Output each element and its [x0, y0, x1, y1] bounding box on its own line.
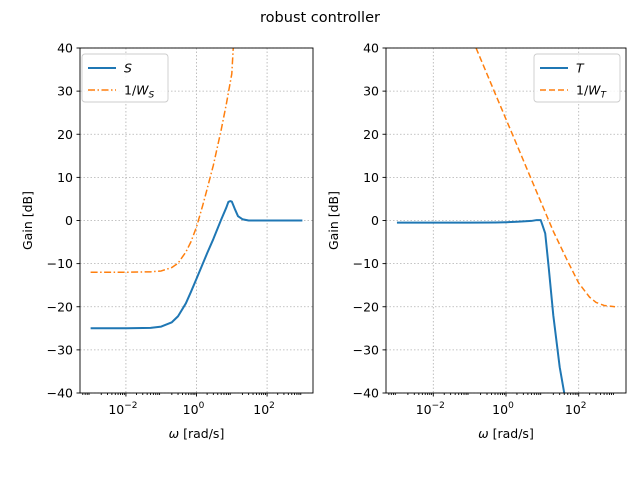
y-tick-label: 30	[57, 84, 73, 99]
legend-label-0: T	[576, 61, 585, 76]
y-axis-label: Gain [dB]	[20, 191, 35, 250]
y-tick-label: 10	[363, 170, 379, 185]
y-tick-label: 20	[363, 127, 379, 142]
y-tick-label: 30	[363, 84, 379, 99]
y-tick-label: −30	[353, 342, 379, 357]
axes-frame	[385, 47, 627, 394]
y-tick-label: 40	[363, 41, 379, 56]
x-tick-label: 102	[565, 401, 587, 417]
series-line-1	[475, 48, 616, 308]
legend: T 1/WT	[533, 53, 621, 103]
axes-frame	[79, 47, 314, 394]
y-tick-label: −20	[353, 299, 379, 314]
y-tick-label: 40	[57, 41, 73, 56]
legend-label-0: S	[124, 61, 132, 76]
y-axis-label: Gain [dB]	[326, 191, 341, 250]
x-tick-label: 102	[253, 401, 275, 417]
legend-label-1: 1/WS	[124, 83, 155, 101]
y-tick-label: 20	[57, 127, 73, 142]
legend-frame	[533, 53, 621, 103]
x-tick-label: 100	[492, 401, 514, 417]
y-tick-label: −30	[47, 342, 73, 357]
series-line-0	[396, 219, 566, 393]
series-line-1	[90, 48, 234, 273]
y-tick-label: 10	[57, 170, 73, 185]
x-tick-label: 10−2	[108, 401, 137, 417]
x-tick-label: 100	[183, 401, 205, 417]
y-tick-label: −10	[47, 256, 73, 271]
x-tick-label: 10−2	[416, 401, 445, 417]
legend: S 1/WS	[81, 53, 169, 103]
figure-title: robust controller	[260, 10, 380, 26]
x-axis-label: ω [rad/s]	[169, 426, 225, 441]
series-line-0	[90, 200, 303, 330]
x-axis-label: ω [rad/s]	[478, 426, 534, 441]
y-tick-label: −20	[47, 299, 73, 314]
y-tick-label: −40	[353, 386, 379, 401]
y-tick-label: 0	[65, 213, 73, 228]
y-tick-label: −40	[47, 386, 73, 401]
legend-label-1: 1/WT	[576, 83, 608, 101]
y-tick-label: −10	[353, 256, 379, 271]
y-tick-label: 0	[371, 213, 379, 228]
